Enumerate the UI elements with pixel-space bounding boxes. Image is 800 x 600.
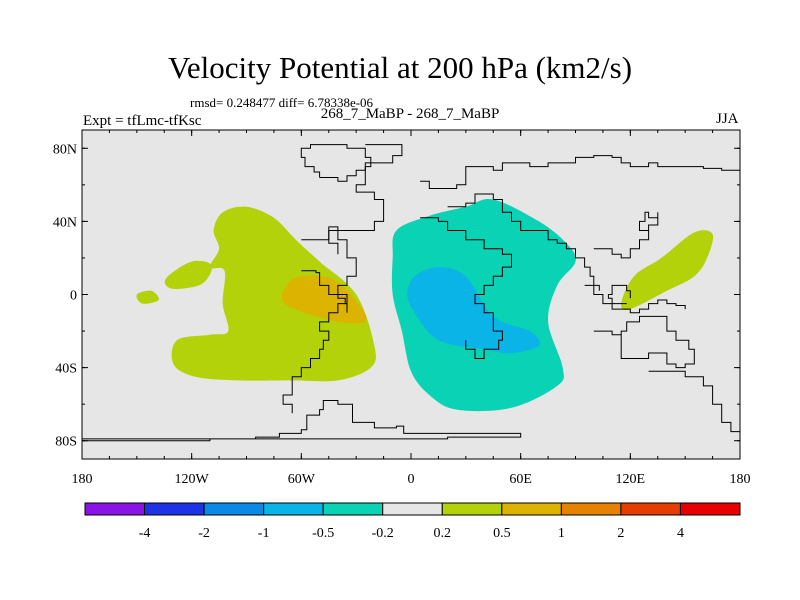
y-tick-label: 40S xyxy=(55,362,77,377)
colorbar-label: 4 xyxy=(677,526,684,541)
colorbar-swatch xyxy=(441,502,503,516)
region-positive-east-blob xyxy=(621,230,714,310)
y-tick-label: 80N xyxy=(53,142,77,157)
coastline-11 xyxy=(301,270,348,313)
chart-title: Velocity Potential at 200 hPa (km2/s) xyxy=(167,50,633,85)
colorbar-swatch xyxy=(679,502,741,516)
coastline-4 xyxy=(447,193,600,291)
x-tick-label: 120W xyxy=(175,472,210,487)
colorbar-label: -1 xyxy=(258,526,270,541)
colorbar-swatch xyxy=(84,502,146,516)
coastline-8 xyxy=(593,211,659,259)
case-label: 268_7_MaBP - 268_7_MaBP xyxy=(320,106,500,122)
colorbar-swatch xyxy=(382,502,443,516)
region-negative-central-core xyxy=(407,267,540,354)
colorbar-label: -2 xyxy=(198,526,210,541)
x-tick-label: 60W xyxy=(288,472,316,487)
x-axis: 180 120W 60W 0 60E 120E 180 xyxy=(72,130,751,487)
x-tick-label: 60E xyxy=(509,472,532,487)
colorbar-label: -0.2 xyxy=(372,526,394,541)
coastline-12 xyxy=(300,144,372,182)
region-positive-west-core xyxy=(281,275,367,324)
x-tick-label: 120E xyxy=(616,472,646,487)
region-positive-west-small-2 xyxy=(136,290,160,304)
coastline-5 xyxy=(420,155,740,189)
colorbar: -4 -2 -1 -0.5 -0.2 0.2 0.5 1 2 4 xyxy=(84,502,741,541)
colorbar-label: -4 xyxy=(139,526,151,541)
coastlines xyxy=(82,144,740,442)
region-positive-west-small-1 xyxy=(164,260,213,290)
coastline-2 xyxy=(328,144,403,255)
y-tick-label: 0 xyxy=(70,289,77,304)
colorbar-label: 0.2 xyxy=(434,526,452,541)
colorbar-label: 0.5 xyxy=(493,526,511,541)
season-label: JJA xyxy=(716,111,739,127)
x-tick-label: 180 xyxy=(730,472,751,487)
colorbar-swatch xyxy=(144,502,205,516)
y-tick-label: 40N xyxy=(53,215,77,230)
colorbar-label: -0.5 xyxy=(312,526,334,541)
coastline-3 xyxy=(420,217,512,359)
colorbar-swatch xyxy=(322,502,384,516)
coastline-1 xyxy=(282,226,357,414)
y-axis: 80N 40N 0 40S 80S xyxy=(53,142,740,450)
experiment-label: Expt = tfLmc-tfKsc xyxy=(83,113,202,129)
colorbar-label: 1 xyxy=(558,526,565,541)
coastline-7 xyxy=(648,370,740,438)
colorbar-label: 2 xyxy=(617,526,624,541)
x-tick-label: 180 xyxy=(72,472,93,487)
colorbar-swatch xyxy=(501,502,562,516)
stats-subtitle: rmsd= 0.248477 diff= 6.78338e-06 xyxy=(190,95,374,110)
coastline-6 xyxy=(593,315,695,369)
coastline-0 xyxy=(82,400,522,442)
colorbar-swatch xyxy=(560,502,622,516)
colorbar-swatch xyxy=(263,502,324,516)
region-positive-west-blob xyxy=(171,206,376,382)
colorbar-swatch xyxy=(203,502,265,516)
colorbar-swatch xyxy=(620,502,681,516)
x-tick-label: 0 xyxy=(408,472,415,487)
coastline-10 xyxy=(584,284,686,314)
y-tick-label: 80S xyxy=(55,435,77,450)
